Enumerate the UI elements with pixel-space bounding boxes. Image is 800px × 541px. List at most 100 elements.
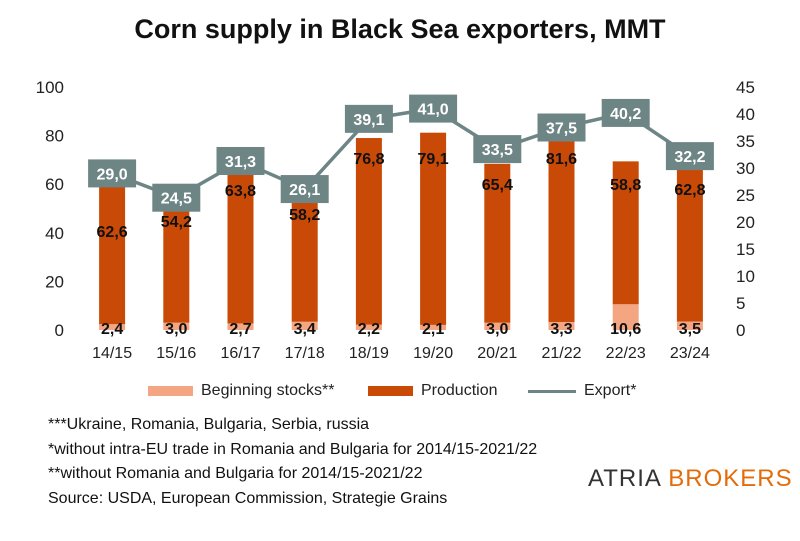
data-label-production: 62,8 bbox=[674, 182, 705, 199]
x-tick-label: 20/21 bbox=[477, 345, 517, 362]
bar-production bbox=[163, 191, 190, 323]
note-intra-eu: *without intra-EU trade in Romania and B… bbox=[48, 440, 538, 458]
x-tick-label: 18/19 bbox=[349, 345, 389, 362]
bar-production bbox=[227, 168, 254, 324]
right-tick-label: 15 bbox=[736, 240, 755, 259]
bar-beginning-stocks bbox=[355, 324, 382, 330]
bar-beginning-stocks bbox=[291, 321, 318, 330]
x-tick-label: 23/24 bbox=[670, 345, 710, 362]
x-tick-label: 16/17 bbox=[220, 345, 260, 362]
export-label-box bbox=[537, 113, 586, 142]
data-label-beginning-stocks: 3,3 bbox=[550, 321, 572, 338]
bar-production bbox=[484, 163, 511, 323]
bar-beginning-stocks bbox=[420, 324, 447, 330]
bar-beginning-stocks bbox=[484, 322, 511, 330]
right-tick-label: 0 bbox=[736, 321, 745, 340]
data-label-export: 33,5 bbox=[482, 142, 513, 159]
left-tick-label: 60 bbox=[45, 175, 64, 194]
bar-production bbox=[548, 123, 575, 322]
left-tick-label: 80 bbox=[45, 127, 64, 146]
bar-production bbox=[612, 161, 639, 305]
right-tick-label: 45 bbox=[736, 78, 755, 97]
data-label-export: 40,2 bbox=[610, 106, 641, 123]
right-tick-label: 10 bbox=[736, 267, 755, 286]
right-tick-label: 25 bbox=[736, 186, 755, 205]
export-label-box bbox=[88, 159, 137, 188]
data-label-export: 37,5 bbox=[546, 121, 577, 138]
legend-label-production: Production bbox=[421, 382, 498, 399]
x-axis: 14/15 15/16 16/17 17/18 18/19 19/20 20/21 21/22… bbox=[92, 345, 710, 362]
x-tick-label: 14/15 bbox=[92, 345, 132, 362]
right-y-axis: 0 5 10 15 20 25 30 35 40 45 bbox=[736, 78, 755, 340]
export-label-box bbox=[473, 135, 522, 164]
data-label-export: 26,1 bbox=[289, 182, 320, 199]
bar-series: 2,4 3,0 2,7 3,4 2,2 2,1 3,0 3,3 10,6 3,5 62,6 54,2 6… bbox=[97, 123, 706, 338]
legend-swatch-beginning-stocks bbox=[148, 386, 193, 396]
export-label-box bbox=[280, 175, 329, 204]
export-label-box bbox=[344, 104, 393, 133]
bar-beginning-stocks bbox=[227, 323, 254, 330]
x-tick-label: 22/23 bbox=[606, 345, 646, 362]
bar-production bbox=[99, 172, 126, 325]
data-label-export: 31,3 bbox=[225, 154, 256, 171]
export-label-box bbox=[152, 183, 201, 212]
bar-beginning-stocks bbox=[612, 304, 639, 330]
legend-beginning-stocks: Beginning stocks** bbox=[148, 382, 334, 400]
export-label-box bbox=[216, 146, 265, 175]
legend-production: Production bbox=[368, 382, 498, 400]
note-source: Source: USDA, European Commission, Strat… bbox=[48, 489, 448, 507]
left-tick-label: 40 bbox=[45, 224, 64, 243]
legend-label-export: Export* bbox=[584, 382, 637, 399]
x-tick-label: 15/16 bbox=[156, 345, 196, 362]
footnotes: ***Ukraine, Romania, Bulgaria, Serbia, r… bbox=[48, 413, 537, 511]
data-label-beginning-stocks: 2,7 bbox=[229, 321, 251, 338]
data-label-production: 58,2 bbox=[289, 207, 320, 224]
x-tick-label: 19/20 bbox=[413, 345, 453, 362]
bar-production bbox=[355, 138, 382, 325]
bar-production bbox=[676, 168, 703, 322]
data-label-production: 58,8 bbox=[610, 177, 641, 194]
data-label-production: 65,4 bbox=[482, 177, 513, 194]
left-tick-label: 100 bbox=[36, 78, 64, 97]
atria-brokers-logo: ATRIA BROKERS bbox=[588, 465, 793, 493]
legend-swatch-export bbox=[528, 389, 576, 393]
data-label-export: 41,0 bbox=[418, 102, 449, 119]
data-label-export: 29,0 bbox=[97, 166, 128, 183]
legend-export: Export* bbox=[528, 382, 636, 400]
data-label-production: 79,1 bbox=[418, 151, 449, 168]
bar-production bbox=[420, 132, 447, 325]
bar-beginning-stocks bbox=[676, 321, 703, 330]
bar-beginning-stocks bbox=[548, 321, 575, 330]
data-label-export: 32,2 bbox=[674, 149, 705, 166]
logo-atria: ATRIA bbox=[588, 465, 661, 492]
note-without-ro-bg: **without Romania and Bulgaria for 2014/… bbox=[48, 465, 423, 482]
legend-swatch-production bbox=[368, 386, 413, 396]
data-label-production: 62,6 bbox=[97, 224, 128, 241]
chart-title: Corn supply in Black Sea exporters, MMT bbox=[134, 14, 666, 44]
x-tick-label: 17/18 bbox=[285, 345, 325, 362]
left-y-axis: 0 20 40 60 80 100 bbox=[36, 78, 64, 340]
data-label-beginning-stocks: 3,0 bbox=[165, 321, 187, 338]
right-tick-label: 40 bbox=[736, 105, 755, 124]
data-label-production: 63,8 bbox=[225, 183, 256, 200]
export-line-series: 29,0 24,5 31,3 26,1 39,1 41,0 33,5 37,5 40,2 32,2 bbox=[88, 94, 714, 212]
bar-production bbox=[291, 180, 318, 322]
export-label-box bbox=[601, 98, 650, 127]
legend-label-beginning-stocks: Beginning stocks** bbox=[201, 382, 335, 399]
export-label-box bbox=[665, 142, 714, 171]
data-label-beginning-stocks: 10,6 bbox=[610, 321, 641, 338]
right-tick-label: 30 bbox=[736, 159, 755, 178]
right-tick-label: 20 bbox=[736, 213, 755, 232]
x-tick-label: 21/22 bbox=[541, 345, 581, 362]
note-countries: ***Ukraine, Romania, Bulgaria, Serbia, r… bbox=[48, 416, 370, 433]
left-tick-label: 20 bbox=[45, 272, 64, 291]
export-line bbox=[111, 106, 691, 200]
data-label-export: 39,1 bbox=[353, 112, 384, 129]
data-label-beginning-stocks: 2,2 bbox=[358, 321, 380, 338]
logo-brokers: BROKERS bbox=[660, 465, 793, 492]
data-label-production: 76,8 bbox=[353, 151, 384, 168]
data-label-beginning-stocks: 3,0 bbox=[486, 321, 508, 338]
data-label-beginning-stocks: 3,5 bbox=[679, 321, 701, 338]
bar-beginning-stocks bbox=[99, 324, 126, 330]
